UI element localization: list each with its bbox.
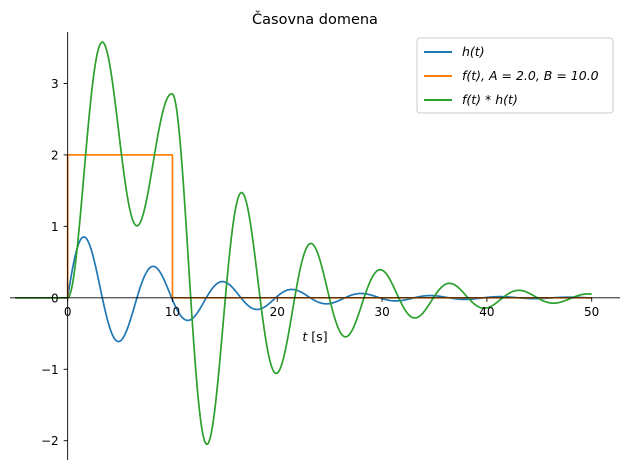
x-axis-label-unit: [s] <box>307 329 327 344</box>
x-axis-label-var: t <box>302 329 308 344</box>
x-ticks: 0 10 20 30 40 50 <box>64 297 599 319</box>
x-tick-label: 30 <box>374 305 389 319</box>
series-line-f <box>15 154 592 299</box>
x-tick-label: 50 <box>584 305 599 319</box>
series-line-h <box>14 236 593 343</box>
legend-label-h: h(t) <box>462 44 485 59</box>
y-tick-label: 2 <box>51 148 59 162</box>
x-axis-label: t [s] <box>302 329 327 344</box>
x-tick-label: 0 <box>64 305 72 319</box>
y-tick-label: −2 <box>41 434 59 448</box>
legend-label-f: f(t), A = 2.0, B = 10.0 <box>462 68 599 83</box>
x-tick-label: 20 <box>270 305 285 319</box>
y-tick-label: 1 <box>51 220 59 234</box>
series-line-convolution <box>14 41 593 446</box>
x-tick-label: 40 <box>479 305 494 319</box>
legend: h(t) f(t), A = 2.0, B = 10.0 f(t) * h(t) <box>416 37 614 114</box>
y-tick-label: 0 <box>51 291 59 305</box>
y-tick-label: 3 <box>51 77 59 91</box>
x-tick-label: 10 <box>165 305 180 319</box>
legend-label-conv: f(t) * h(t) <box>462 92 518 107</box>
y-tick-label: −1 <box>41 363 59 377</box>
chart-title: Časovna domena <box>252 10 378 28</box>
legend-frame <box>416 37 614 114</box>
y-ticks: −2 −1 0 1 2 3 <box>41 77 68 448</box>
